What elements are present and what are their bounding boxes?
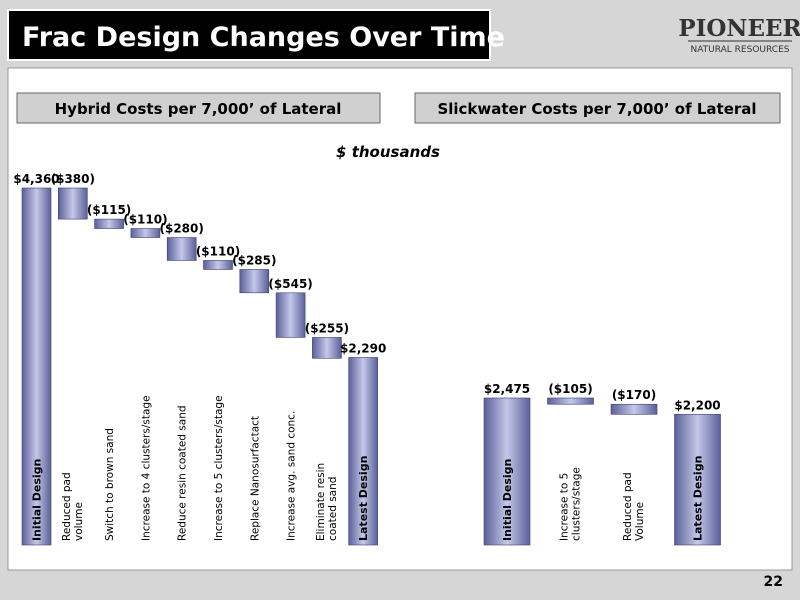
content-area (7, 67, 793, 571)
category-label: Increase to 4 clusters/stage (140, 395, 152, 541)
bar (203, 260, 233, 270)
value-label: ($170) (612, 388, 656, 402)
category-label: Reduce resin coated sand (177, 405, 189, 541)
chart-title: Slickwater Costs per 7,000’ of Lateral (437, 100, 756, 118)
chart-title-box (414, 92, 781, 124)
bar (483, 397, 531, 546)
category-label: Switch to brown sand (104, 428, 116, 541)
bar (610, 403, 658, 415)
bar (94, 218, 124, 229)
category-label: Eliminate resin coated sand (315, 459, 339, 541)
total-label: Latest Design (692, 456, 705, 541)
value-label: ($545) (268, 277, 312, 291)
value-label: ($115) (87, 203, 131, 217)
bar (130, 228, 161, 238)
value-label: $2,200 (674, 398, 720, 412)
logo: PIONEER (678, 15, 800, 42)
bar (674, 414, 721, 546)
value-label: ($380) (51, 172, 95, 186)
bar (21, 187, 52, 546)
value-label: ($110) (123, 213, 167, 227)
value-label: $4,360 (13, 172, 59, 186)
category-label: Increase to 5 clusters/stage (213, 395, 225, 541)
value-label: $2,475 (484, 382, 530, 396)
value-label: ($280) (160, 222, 204, 236)
total-label: Initial Design (31, 459, 44, 541)
category-label: Increase avg. sand conc. (286, 411, 298, 541)
category-label: Reduced pad volume (61, 469, 85, 541)
title-bar (7, 9, 491, 61)
value-label: $2,290 (340, 341, 386, 355)
value-label: ($285) (232, 253, 276, 267)
total-label: Latest Design (357, 456, 370, 541)
bar (239, 269, 270, 294)
bar (312, 337, 342, 359)
bar (348, 357, 379, 546)
value-label: ($105) (548, 382, 592, 396)
category-label: Reduced pad Volume (622, 469, 646, 541)
bar (166, 237, 197, 261)
value-label: ($255) (305, 321, 349, 335)
value-label: ($110) (196, 244, 240, 258)
category-label: Increase to 5 clusters/stage (559, 467, 583, 541)
units: $ thousands (336, 143, 440, 161)
logo-sub: NATURAL RESOURCES (690, 45, 789, 55)
page-number: 22 (764, 574, 783, 590)
total-label: Initial Design (501, 459, 514, 541)
bar (275, 292, 306, 338)
bar (547, 397, 594, 405)
chart-title-box (16, 92, 381, 124)
category-label: Replace Nanosurfactact (249, 416, 261, 541)
chart-title: Hybrid Costs per 7,000’ of Lateral (55, 100, 342, 118)
slide-title: Frac Design Changes Over Time (22, 22, 505, 53)
bar (57, 187, 88, 220)
